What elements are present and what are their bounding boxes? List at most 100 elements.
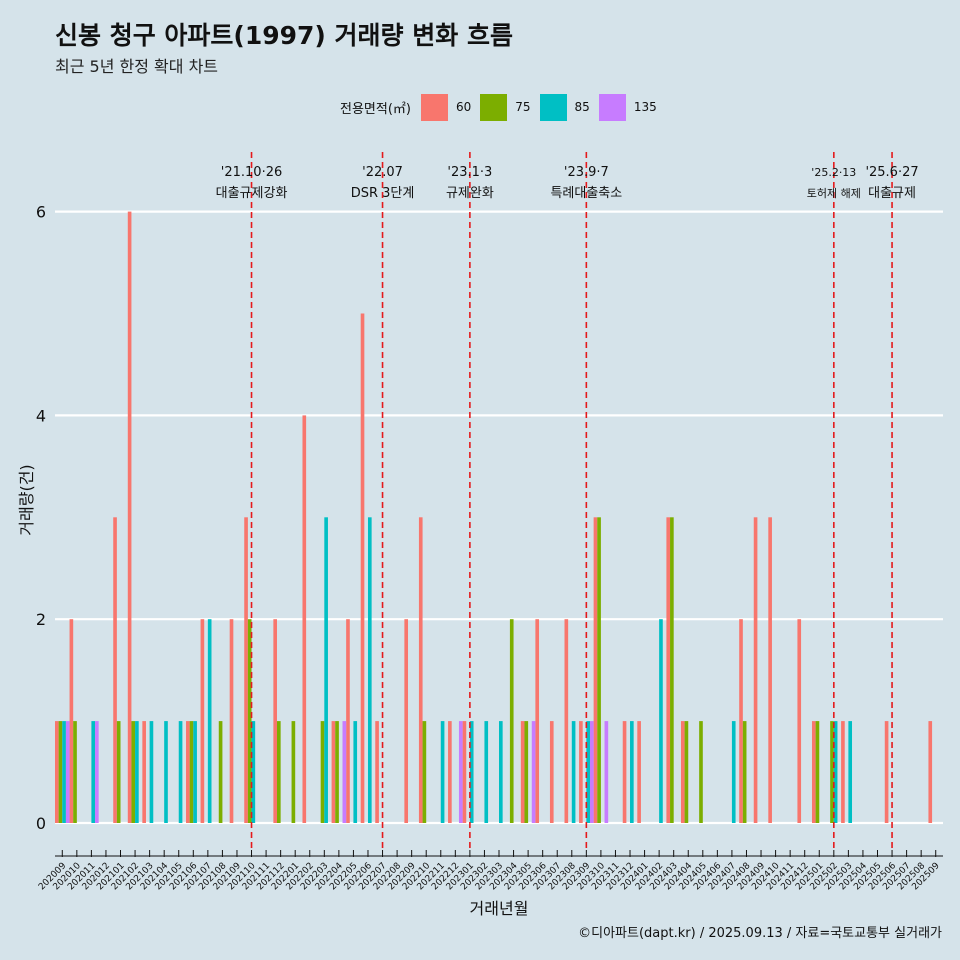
bar-60-202401 (637, 721, 641, 823)
event-label-202309: 특례대출축소 (550, 186, 622, 201)
legend-swatch-85 (539, 93, 567, 121)
bar-75-202403 (670, 517, 674, 823)
bar-60-202503 (841, 721, 845, 823)
bar-60-202309 (579, 721, 583, 823)
bar-60-202206 (360, 313, 365, 823)
legend-item-135: 135 (598, 93, 666, 121)
bar-135-202310 (604, 721, 609, 823)
bar-135-202011 (95, 721, 99, 823)
bar-60-202009 (55, 721, 59, 823)
legend-label-85: 85 (574, 100, 590, 114)
bar-60-202409 (753, 517, 758, 823)
bar-75-202204 (335, 721, 339, 823)
bar-60-202509 (928, 721, 933, 823)
bar-85-202104 (164, 721, 168, 823)
bar-60-202306 (535, 619, 540, 823)
event-label-202110: 대출규제강화 (216, 186, 288, 201)
bar-75-202501 (815, 721, 820, 823)
bar-60-202210 (418, 517, 423, 823)
legend-swatch-60 (420, 93, 448, 121)
event-date-202506: '25.6·27 (865, 165, 918, 180)
bar-85-202203 (324, 517, 328, 823)
bar-85-202102 (135, 721, 139, 823)
bar-85-202407 (731, 721, 736, 823)
legend-swatch-135 (598, 93, 626, 121)
x-axis-title: 거래년월 (470, 899, 529, 918)
bar-75-202102 (131, 721, 136, 823)
bar-85-202302 (484, 721, 489, 823)
bar-85-202503 (848, 721, 853, 823)
event-label-202502: 토허제 해제 (807, 186, 861, 200)
bar-75-202404 (684, 721, 689, 823)
y-axis-title: 거래량(건) (17, 464, 36, 535)
bar-60-202310 (593, 517, 598, 823)
bar-85-202502 (833, 721, 838, 823)
bar-75-202108 (218, 721, 223, 823)
event-label-202506: 대출규제 (868, 186, 916, 201)
bar-75-202009 (58, 721, 63, 823)
bar-85-202103 (149, 721, 154, 823)
legend-label-75: 75 (515, 100, 531, 114)
bar-75-202304 (509, 619, 514, 823)
bar-75-202210 (422, 721, 427, 823)
bar-135-202305 (531, 721, 536, 823)
chart-subtitle: 최근 5년 한정 확대 차트 (55, 57, 219, 76)
bar-85-202110 (251, 721, 256, 823)
bar-75-202101 (116, 721, 121, 823)
y-tick-label: 6 (36, 203, 46, 222)
bar-85-202009 (62, 721, 66, 823)
bar-60-202307 (549, 721, 554, 823)
legend-swatch-75 (480, 93, 508, 121)
bar-60-202110 (244, 517, 248, 823)
chart-title: 신봉 청구 아파트(1997) 거래량 변화 흐름 (55, 21, 513, 50)
legend-item-75: 75 (480, 93, 539, 121)
bar-60-202403 (666, 517, 671, 823)
event-date-202309: '23.9·7 (564, 165, 609, 180)
bar-60-202408 (739, 619, 743, 823)
bar-60-202101 (113, 517, 117, 823)
bar-75-202408 (742, 721, 747, 823)
event-date-202110: '21.10·26 (221, 165, 282, 180)
bar-75-202110 (247, 619, 252, 823)
bar-135-202212 (458, 721, 463, 823)
bar-75-202201 (291, 721, 296, 823)
event-label-202301: 규제완화 (446, 186, 494, 201)
bar-85-202205 (353, 721, 358, 823)
bar-85-202107 (207, 619, 212, 823)
bar-75-202203 (320, 721, 325, 823)
bar-60-202506 (884, 721, 889, 823)
bar-85-202312 (630, 721, 634, 823)
bar-75-202106 (189, 721, 194, 823)
legend-title: 전용면적(㎡) (340, 101, 411, 117)
bar-60-202312 (622, 721, 627, 823)
bar-75-202310 (597, 517, 601, 823)
bar-60-202112 (273, 619, 277, 823)
bar-60-202412 (797, 619, 802, 823)
y-tick-label: 2 (36, 610, 46, 629)
legend: 전용면적(㎡) 60 75 85 135 (340, 93, 666, 121)
event-label-202207: DSR 3단계 (351, 186, 415, 201)
bar-60-202109 (229, 619, 234, 823)
bar-60-202106 (186, 721, 190, 823)
bar-75-202305 (524, 721, 529, 823)
bar-85-202105 (178, 721, 183, 823)
bar-75-202010 (73, 721, 77, 823)
bar-85-202301 (469, 721, 474, 823)
bar-85-202309 (586, 721, 590, 823)
bar-75-202112 (277, 721, 281, 823)
bar-60-202501 (811, 721, 816, 823)
bar-85-202211 (440, 721, 445, 823)
bar-60-202010 (69, 619, 74, 823)
bar-60-202404 (680, 721, 685, 823)
source-caption: ©디아파트(dapt.kr) / 2025.09.13 / 자료=국토교통부 실… (578, 926, 942, 941)
y-tick-label: 4 (36, 406, 46, 425)
legend-label-60: 60 (455, 100, 472, 114)
legend-item-85: 85 (539, 93, 599, 121)
bar-60-202410 (768, 517, 772, 823)
bar-60-202207 (375, 721, 379, 823)
bar-60-202103 (142, 721, 146, 823)
bar-85-202303 (499, 721, 503, 823)
bar-60-202209 (404, 619, 409, 823)
bar-60-202107 (200, 619, 205, 823)
bar-60-202102 (127, 211, 132, 824)
